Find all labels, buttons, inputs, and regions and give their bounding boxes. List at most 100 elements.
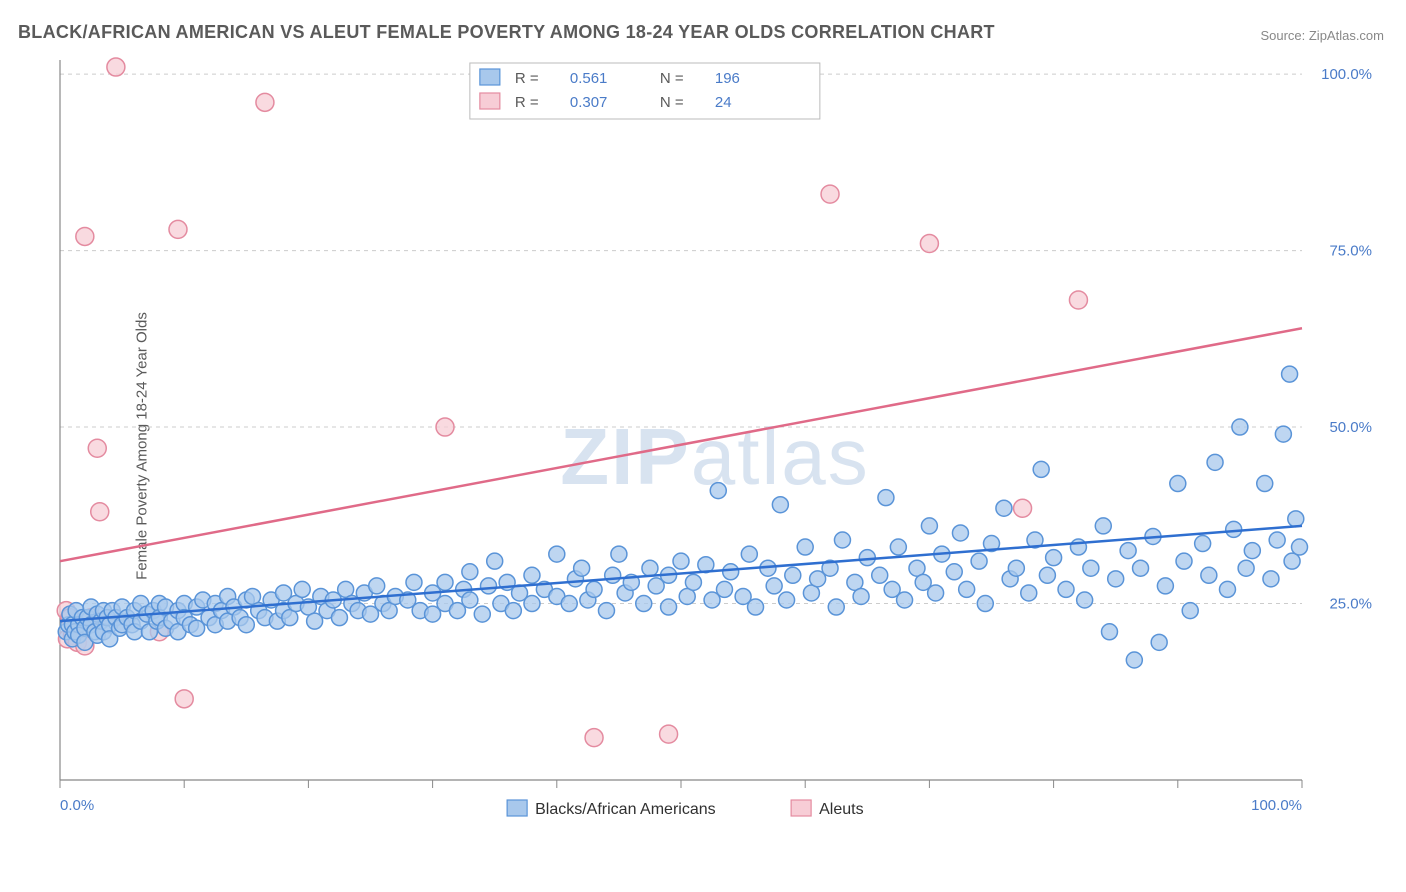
data-point [1151, 634, 1167, 650]
data-point [785, 567, 801, 583]
data-point [1008, 560, 1024, 576]
data-point [890, 539, 906, 555]
data-point [878, 490, 894, 506]
data-point [897, 592, 913, 608]
data-point [928, 585, 944, 601]
data-point [1046, 550, 1062, 566]
data-point [437, 574, 453, 590]
data-point [828, 599, 844, 615]
source-link[interactable]: ZipAtlas.com [1309, 28, 1384, 43]
data-point [1095, 518, 1111, 534]
data-point [1292, 539, 1308, 555]
data-point [585, 729, 603, 747]
data-point [834, 532, 850, 548]
data-point [723, 564, 739, 580]
data-point [1269, 532, 1285, 548]
data-point [175, 690, 193, 708]
data-point [1219, 581, 1235, 597]
data-point [107, 58, 125, 76]
data-point [1021, 585, 1037, 601]
data-point [716, 581, 732, 597]
svg-text:N =: N = [660, 70, 684, 87]
data-point [1108, 571, 1124, 587]
data-point [710, 483, 726, 499]
data-point [977, 596, 993, 612]
data-point [1244, 543, 1260, 559]
svg-text:0.307: 0.307 [570, 94, 608, 111]
data-point [971, 553, 987, 569]
data-point [1288, 511, 1304, 527]
data-point [642, 560, 658, 576]
data-point [406, 574, 422, 590]
data-point [76, 227, 94, 245]
data-point [1157, 578, 1173, 594]
data-point [772, 497, 788, 513]
data-point [1126, 652, 1142, 668]
data-point [1226, 521, 1242, 537]
svg-text:25.0%: 25.0% [1329, 596, 1372, 613]
data-point [1170, 476, 1186, 492]
data-point [1069, 291, 1087, 309]
data-point [1083, 560, 1099, 576]
scatter-chart: ZIPatlas0.0%100.0%25.0%50.0%75.0%100.0%R… [50, 55, 1380, 835]
data-point [741, 546, 757, 562]
data-point [574, 560, 590, 576]
chart-svg: ZIPatlas0.0%100.0%25.0%50.0%75.0%100.0%R… [50, 55, 1380, 835]
data-point [1033, 461, 1049, 477]
data-point [661, 599, 677, 615]
data-point [524, 596, 540, 612]
svg-text:24: 24 [715, 94, 732, 111]
svg-text:Blacks/African Americans: Blacks/African Americans [535, 801, 716, 818]
data-point [436, 418, 454, 436]
data-point [598, 603, 614, 619]
data-point [1133, 560, 1149, 576]
data-point [1275, 426, 1291, 442]
data-point [462, 564, 478, 580]
data-point [1176, 553, 1192, 569]
svg-text:R =: R = [515, 70, 539, 87]
svg-text:Aleuts: Aleuts [819, 801, 863, 818]
svg-text:50.0%: 50.0% [1329, 419, 1372, 436]
data-point [952, 525, 968, 541]
svg-text:196: 196 [715, 70, 740, 87]
source-attribution: Source: ZipAtlas.com [1260, 28, 1384, 43]
correlation-legend: R =0.561N =196R =0.307N =24 [470, 63, 820, 119]
data-point [1077, 592, 1093, 608]
data-point [1014, 499, 1032, 517]
data-point [959, 581, 975, 597]
data-point [779, 592, 795, 608]
data-point [946, 564, 962, 580]
data-point [369, 578, 385, 594]
data-point [1101, 624, 1117, 640]
data-point [1120, 543, 1136, 559]
data-point [611, 546, 627, 562]
data-point [256, 93, 274, 111]
source-prefix: Source: [1260, 28, 1308, 43]
data-point [462, 592, 478, 608]
data-point [169, 220, 187, 238]
data-point [480, 578, 496, 594]
data-point [331, 610, 347, 626]
data-point [921, 518, 937, 534]
svg-text:100.0%: 100.0% [1251, 797, 1302, 814]
data-point [766, 578, 782, 594]
data-point [660, 725, 678, 743]
data-point [1039, 567, 1055, 583]
data-point [673, 553, 689, 569]
data-point [797, 539, 813, 555]
data-point [88, 439, 106, 457]
svg-text:100.0%: 100.0% [1321, 66, 1372, 83]
data-point [1263, 571, 1279, 587]
data-point [238, 617, 254, 633]
data-point [920, 235, 938, 253]
data-point [1232, 419, 1248, 435]
data-point [748, 599, 764, 615]
data-point [524, 567, 540, 583]
svg-text:75.0%: 75.0% [1329, 243, 1372, 260]
svg-text:N =: N = [660, 94, 684, 111]
data-point [1201, 567, 1217, 583]
svg-text:R =: R = [515, 94, 539, 111]
data-point [91, 503, 109, 521]
data-point [586, 581, 602, 597]
data-point [1282, 366, 1298, 382]
